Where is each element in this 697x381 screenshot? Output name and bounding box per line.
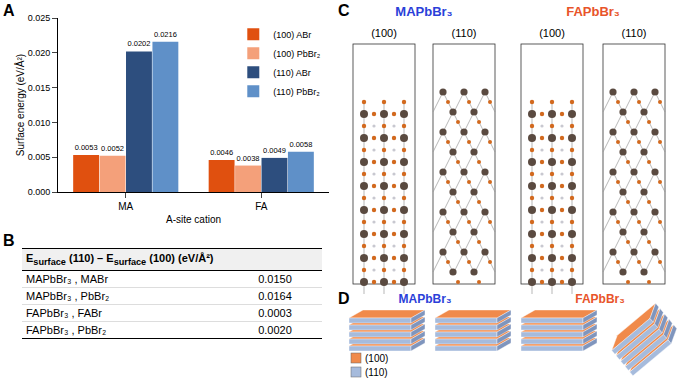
svg-text:(110): (110) [452,27,477,39]
svg-text:0.025: 0.025 [28,13,51,23]
svg-text:(100) PbBr₂: (100) PbBr₂ [273,49,321,59]
svg-text:FAPbBr₃: FAPbBr₃ [566,4,620,19]
svg-text:(100) ABr: (100) ABr [273,30,311,40]
html-text:0.0003: 0.0003 [258,307,292,320]
svg-text:FAPbBr₃: FAPbBr₃ [575,292,625,306]
svg-text:0.0058: 0.0058 [289,140,312,149]
svg-text:0.0053: 0.0053 [75,143,98,152]
svg-text:MAPbBr₃: MAPbBr₃ [395,4,452,19]
svg-text:0.0052: 0.0052 [101,144,124,153]
svg-text:(100): (100) [539,27,565,39]
svg-text:(100): (100) [365,353,388,364]
html-text:A: A [3,2,15,19]
svg-text:0.0038: 0.0038 [237,154,260,163]
html-text:B: B [3,232,15,249]
html-text:FAPbBr₃ , PbBr₂: FAPbBr₃ , PbBr₂ [26,324,107,337]
html-text:C: C [338,2,350,19]
svg-text:0.0046: 0.0046 [210,148,233,157]
svg-text:0.000: 0.000 [28,187,51,197]
svg-text:Surface energy (eV/Å²): Surface energy (eV/Å²) [14,54,26,156]
svg-text:0.020: 0.020 [28,48,51,58]
svg-text:(110): (110) [365,367,388,378]
html-text:0.0164: 0.0164 [258,290,292,303]
svg-text:(110) PbBr₂: (110) PbBr₂ [273,87,320,97]
html-text:D: D [338,290,350,307]
svg-text:0.005: 0.005 [28,152,51,162]
html-text:0.0150: 0.0150 [258,273,292,286]
html-text:MAPbBr₃ , MABr: MAPbBr₃ , MABr [26,273,109,286]
svg-text:0.0049: 0.0049 [263,146,286,155]
html-text:Esurface(110) – Esurface(100): Esurface(110) – Esurface(100) (eV/Å²) [26,252,214,268]
svg-text:(100): (100) [371,27,397,39]
svg-text:(110): (110) [622,27,647,39]
svg-text:MAPbBr₃: MAPbBr₃ [399,292,452,306]
svg-text:0.015: 0.015 [28,83,51,93]
html-text:0.0020: 0.0020 [258,324,292,337]
svg-text:0.010: 0.010 [28,118,51,128]
html-text:MAPbBr₃ , PbBr₂: MAPbBr₃ , PbBr₂ [26,290,110,303]
svg-text:A-site cation: A-site cation [166,214,221,225]
svg-text:0.0216: 0.0216 [154,30,177,39]
svg-text:0.0202: 0.0202 [127,39,150,48]
svg-text:(110) ABr: (110) ABr [273,68,310,78]
svg-text:MA: MA [118,201,133,212]
svg-text:FA: FA [255,201,268,212]
html-text:FAPbBr₃ , FABr: FAPbBr₃ , FABr [26,307,102,320]
